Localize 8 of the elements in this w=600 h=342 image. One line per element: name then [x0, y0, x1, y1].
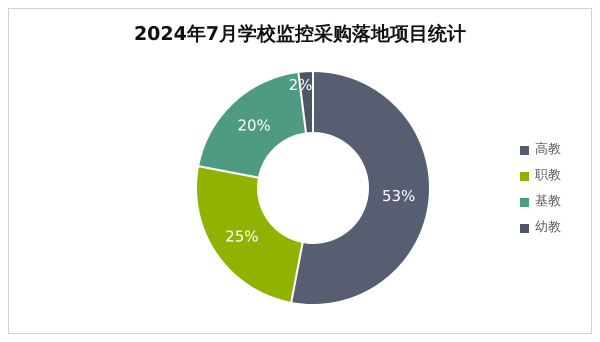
chart-title: 2024年7月学校监控采购落地项目统计	[132, 22, 468, 47]
data-label: 20%	[237, 116, 271, 134]
legend-label: 幼教	[535, 219, 561, 237]
data-label: 25%	[225, 227, 259, 246]
legend-label: 基教	[535, 193, 561, 211]
legend-label: 职教	[535, 167, 561, 185]
data-label: 53%	[382, 187, 416, 206]
legend-label: 高教	[535, 141, 561, 159]
